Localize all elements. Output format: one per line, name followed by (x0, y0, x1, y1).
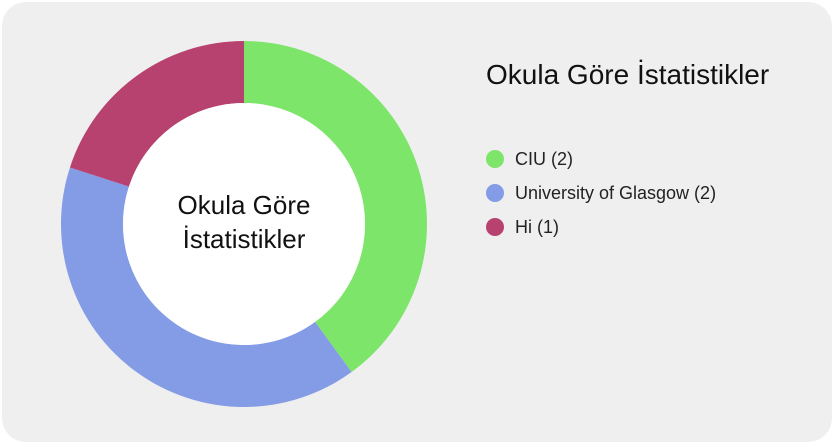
donut-center-line-2: İstatistikler (182, 224, 306, 254)
legend-item-hi[interactable]: Hi (1) (486, 210, 716, 244)
donut-center-line-1: Okula Göre (177, 190, 311, 220)
legend: CIU (2) University of Glasgow (2) Hi (1) (486, 142, 716, 244)
legend-swatch-icon (486, 218, 504, 236)
legend-title: Okula Göre İstatistikler (486, 59, 770, 90)
legend-swatch-icon (486, 150, 504, 168)
donut-hole (123, 103, 365, 345)
legend-swatch-icon (486, 184, 504, 202)
donut-slice-hi[interactable] (69, 41, 244, 187)
legend-label: Hi (1) (515, 216, 559, 237)
donut-center-label: Okula Göre İstatistikler (124, 188, 364, 256)
donut-chart (61, 41, 427, 407)
legend-label: University of Glasgow (2) (515, 182, 717, 203)
donut-slice-ciu[interactable] (244, 41, 427, 373)
legend-item-university-of-glasgow[interactable]: University of Glasgow (2) (486, 176, 716, 210)
legend-label: CIU (2) (515, 148, 573, 169)
legend-item-ciu[interactable]: CIU (2) (486, 142, 716, 176)
donut-slice-university-of-glasgow[interactable] (61, 167, 352, 407)
